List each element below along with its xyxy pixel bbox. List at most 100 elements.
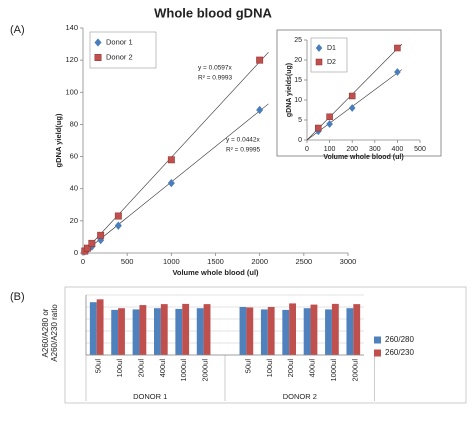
marker [326,120,333,128]
trendline-equation: y = 0.0442x [226,137,261,144]
bar [353,304,361,355]
x-tick-label: 500 [121,257,134,266]
x-tick-label: 1000ul [329,359,338,382]
bar [325,309,332,355]
marker [256,56,264,64]
bar [203,304,211,355]
marker [88,239,96,247]
marker [97,231,105,239]
legend-swatch [374,336,381,344]
y-tick-label: 20 [294,57,302,64]
y-tick-label: 10 [294,97,302,104]
trendline [82,51,269,254]
y-tick-label: 120 [65,55,78,64]
legend-label: 260/280 [385,335,414,344]
bar [182,303,190,355]
x-tick-label: 2000ul [201,359,210,382]
x-axis-label: Volume whole blood (ul) [172,268,259,277]
legend-box [89,31,157,69]
x-tick-label: 100 [324,146,336,153]
x-tick-label: 100ul [115,359,124,378]
x-tick-label: 0 [81,257,85,266]
y-tick-label: 0 [298,137,302,144]
y-tick-label: 40 [70,184,78,193]
x-tick-label: 500 [414,146,426,153]
bar [303,308,311,355]
x-tick-label: 3000 [340,257,357,266]
marker [394,44,401,52]
x-tick-label: 0 [305,146,309,153]
y-tick-label: 140 [65,23,78,32]
y-tick-label: 5 [298,117,302,124]
group-label: DONOR 1 [133,392,167,401]
bar [331,303,339,355]
inset-frame [276,29,442,157]
legend-label: Donor 2 [106,52,133,61]
y-axis-label: gDNA yields(ug) [286,63,293,117]
chart-title: Whole blood gDNA [154,5,272,20]
x-tick-label: 50ul [94,359,103,374]
marker [167,178,175,188]
bar [154,308,161,355]
trendline [306,69,403,141]
x-tick-label: 200ul [136,359,145,378]
bar [118,308,125,355]
panel-label: (B) [10,291,25,303]
marker [167,156,175,164]
x-tick-label: 1500 [207,257,224,266]
x-tick-label: 2000 [251,257,268,266]
y-tick-label: 0 [74,248,78,257]
marker [315,44,323,52]
y-tick-label: 60 [70,152,78,161]
y-axis-label: A260/A230 ratio [50,304,59,362]
bar-chart-frame [64,286,467,404]
marker [256,105,264,115]
y-axis-label: A260/A280 or [41,308,50,357]
trendline [306,43,403,141]
bar [132,309,140,355]
bar [196,308,204,355]
bar [267,307,275,355]
x-axis-label: Volume whole blood (ul) [323,154,403,161]
x-tick-label: 1000ul [179,359,188,382]
trendline [82,103,269,254]
marker [94,54,102,61]
bar [289,303,296,355]
marker [83,244,91,252]
marker [94,38,102,47]
x-tick-label: 400 [392,146,404,153]
x-tick-label: 200ul [286,359,295,378]
x-tick-label: 400ul [308,359,317,378]
marker [326,113,333,121]
x-tick-label: 2500 [295,257,312,266]
x-tick-label: 300 [369,146,381,153]
x-tick-label: 50ul [243,359,252,374]
y-axis-label: gDNA yield(ug) [54,113,63,167]
x-tick-label: 200 [346,146,358,153]
legend-box [310,37,348,73]
marker [315,58,323,66]
legend-swatch [374,349,381,357]
bar [160,304,168,355]
bar [89,302,97,355]
panel-label: (A) [10,24,25,36]
marker [315,124,322,132]
x-tick-label: 100ul [265,359,274,378]
bar [260,309,268,355]
x-tick-label: 1000 [163,257,180,266]
legend-label: 260/230 [385,348,414,357]
bar [96,299,104,355]
bar [111,309,119,355]
legend-label: Donor 1 [106,37,133,46]
marker [114,221,122,230]
bar [139,305,147,355]
y-tick-label: 25 [294,37,302,44]
y-tick-label: 100 [65,87,78,96]
marker [394,68,401,76]
trendline-r2: R² = 0.9993 [198,75,233,82]
bar [239,307,247,355]
marker [348,92,356,100]
bar [346,308,354,355]
bar [246,307,254,355]
